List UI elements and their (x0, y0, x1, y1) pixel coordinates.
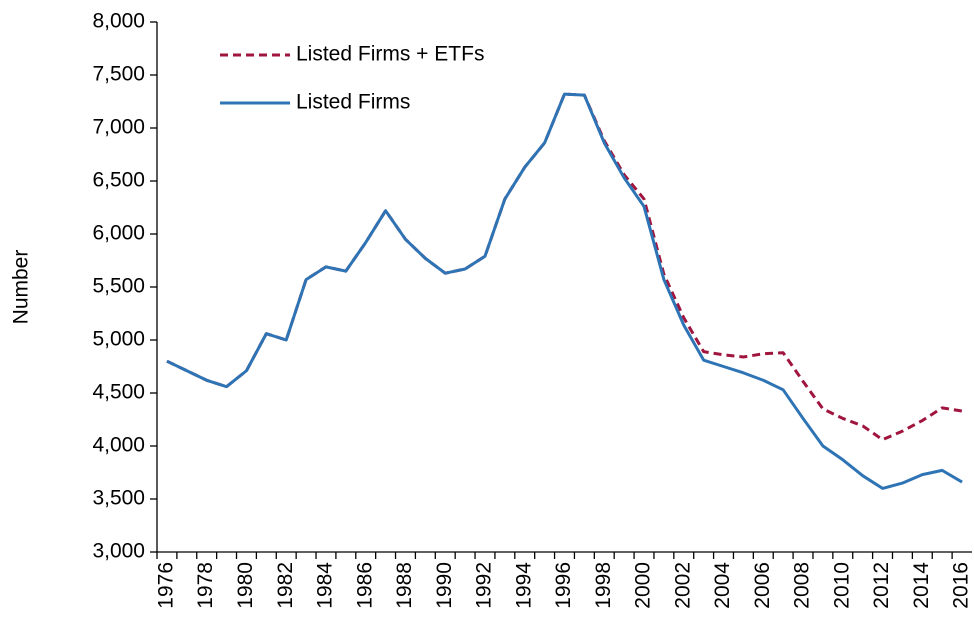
legend-label: Listed Firms (296, 91, 410, 114)
x-tick-label: 2006 (751, 562, 774, 609)
x-tick-label: 2014 (910, 562, 933, 609)
series-line (166, 92, 963, 442)
x-tick-label: 1978 (194, 562, 217, 609)
x-tick-label: 2008 (791, 562, 814, 609)
x-tick-label: 1982 (274, 562, 297, 609)
y-tick-label: 5,500 (92, 275, 145, 298)
x-tick-label: 1994 (512, 562, 535, 609)
y-tick-label: 7,000 (92, 116, 145, 139)
x-tick-label: 1984 (314, 562, 337, 609)
y-tick-label: 3,500 (92, 487, 145, 510)
x-tick-label: 2012 (870, 562, 893, 609)
x-tick-label: 2010 (830, 562, 853, 609)
x-tick-label: 2004 (711, 562, 734, 609)
y-tick-label: 5,000 (92, 328, 145, 351)
y-tick-label: 8,000 (92, 10, 145, 33)
x-tick-label: 2016 (950, 562, 973, 609)
x-tick-label: 1998 (592, 562, 615, 609)
x-tick-label: 1990 (433, 562, 456, 609)
y-axis-label: Number (10, 250, 33, 325)
x-tick-label: 1976 (154, 562, 177, 609)
y-tick-label: 6,500 (92, 169, 145, 192)
series-line (166, 92, 963, 490)
y-tick-label: 6,000 (92, 222, 145, 245)
x-tick-label: 1988 (393, 562, 416, 609)
x-tick-label: 1980 (234, 562, 257, 609)
x-tick-label: 2002 (671, 562, 694, 609)
y-tick-label: 3,000 (92, 540, 145, 563)
y-tick-label: 4,000 (92, 434, 145, 457)
y-tick-label: 7,500 (92, 63, 145, 86)
x-tick-label: 1992 (473, 562, 496, 609)
x-tick-label: 2000 (632, 562, 655, 609)
x-tick-label: 1986 (353, 562, 376, 609)
x-tick-label: 1996 (552, 562, 575, 609)
legend-label: Listed Firms + ETFs (296, 43, 484, 66)
y-tick-label: 4,500 (92, 381, 145, 404)
